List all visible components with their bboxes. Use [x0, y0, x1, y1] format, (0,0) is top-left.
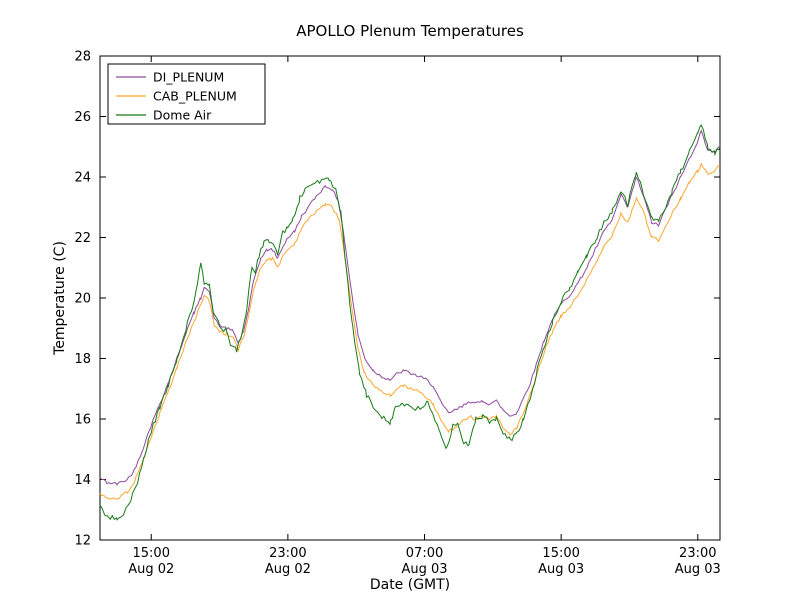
legend: DI_PLENUM CAB_PLENUM Dome Air: [107, 63, 266, 125]
y-tick-label: 22: [74, 231, 91, 246]
plot-border: [99, 55, 721, 541]
x-tick-date-label: Aug 03: [401, 562, 447, 577]
x-tick-date-label: Aug 03: [675, 562, 721, 577]
y-axis-label: Temperature (C): [52, 241, 68, 356]
x-tick-time-label: 15:00: [133, 546, 170, 561]
y-tick-label: 12: [74, 534, 91, 549]
y-tick-label: 18: [74, 352, 91, 367]
x-tick-time-label: 23:00: [269, 546, 306, 561]
plot-frame: [99, 55, 721, 541]
chart-title: APOLLO Plenum Temperatures: [296, 22, 524, 40]
series-lines: [99, 123, 721, 521]
x-tick-date-label: Aug 02: [265, 562, 311, 577]
x-tick-date-label: Aug 03: [538, 562, 584, 577]
y-tick-label: 24: [74, 171, 91, 186]
x-axis-label: Date (GMT): [370, 577, 450, 593]
legend-box: [107, 63, 266, 125]
y-tick-label: 14: [74, 473, 91, 488]
y-tick-label: 20: [74, 292, 91, 307]
x-tick-time-label: 07:00: [406, 546, 443, 561]
series-line-CAB_PLENUM: [99, 162, 721, 500]
legend-label: DI_PLENUM: [153, 70, 224, 85]
x-tick-date-label: Aug 02: [128, 562, 174, 577]
series-line-Dome-Air: [99, 123, 721, 521]
y-tick-label: 28: [74, 50, 91, 65]
x-tick-time-label: 15:00: [542, 546, 579, 561]
y-tick-label: 16: [74, 413, 91, 428]
y-tick-label: 26: [74, 110, 91, 125]
series-line-DI_PLENUM: [99, 129, 720, 487]
legend-label: CAB_PLENUM: [153, 89, 237, 104]
legend-label: Dome Air: [153, 108, 212, 123]
x-tick-time-label: 23:00: [679, 546, 716, 561]
